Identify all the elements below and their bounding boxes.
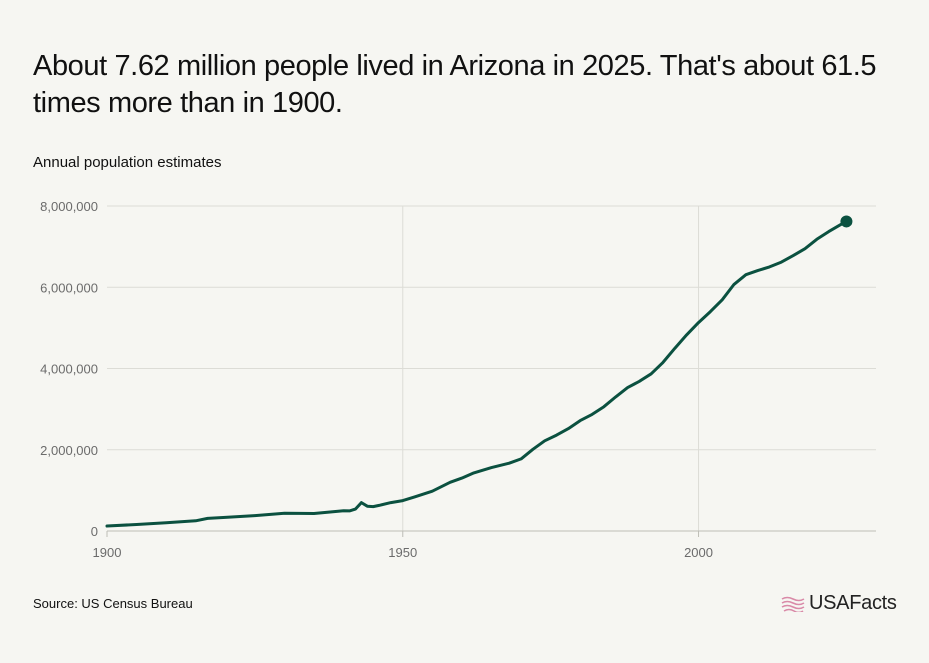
chart-title: About 7.62 million people lived in Arizo… — [33, 50, 877, 119]
brand-name: USAFacts — [809, 592, 897, 614]
y-tick-label: 4,000,000 — [40, 362, 98, 377]
end-point-marker — [840, 215, 853, 228]
chart-subtitle: Annual population estimates — [33, 154, 222, 171]
y-tick-label: 2,000,000 — [40, 443, 98, 458]
usafacts-flag-icon — [781, 596, 805, 612]
population-line — [105, 219, 848, 528]
source-note: Source: US Census Bureau — [33, 596, 193, 611]
y-tick-label: 0 — [91, 524, 98, 539]
x-tick-label: 1900 — [93, 545, 122, 560]
x-tick-label: 1950 — [388, 545, 417, 560]
y-tick-label: 8,000,000 — [40, 199, 98, 214]
x-tick-label: 2000 — [684, 545, 713, 560]
brand-logo: USAFacts — [781, 592, 897, 615]
y-tick-label: 6,000,000 — [40, 280, 98, 295]
